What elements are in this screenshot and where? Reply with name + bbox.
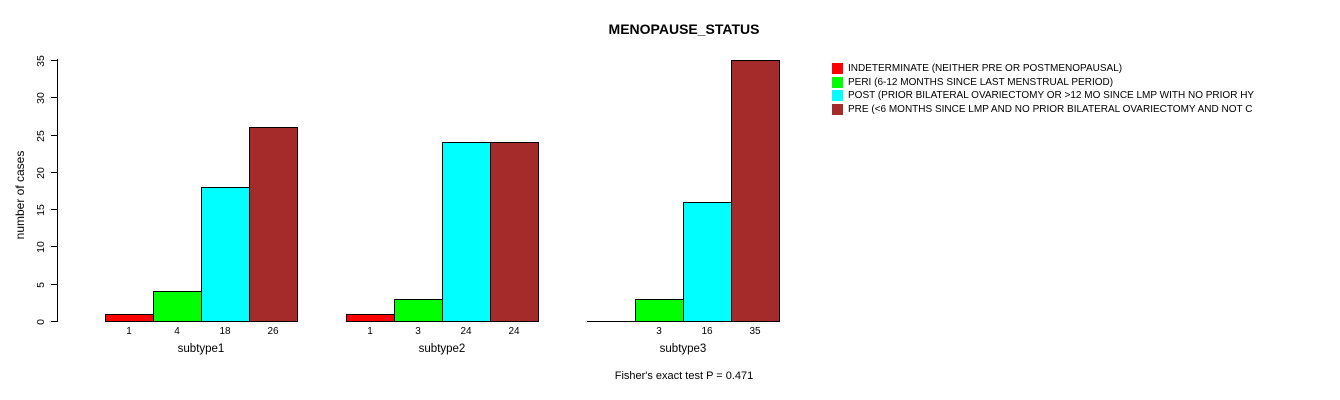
y-axis-tick <box>51 246 57 247</box>
category-label-subtype3: subtype3 <box>659 343 707 355</box>
bar-subtype3-indeterminate-zero <box>587 321 636 322</box>
legend-swatch-post <box>832 90 843 102</box>
legend-swatch-indeterminate <box>832 63 843 75</box>
bar-value-label: 4 <box>174 326 180 337</box>
y-axis-tick-label: 10 <box>35 240 47 253</box>
legend-label: PRE (<6 MONTHS SINCE LMP AND NO PRIOR BI… <box>848 103 1253 115</box>
legend-label: POST (PRIOR BILATERAL OVARIECTOMY OR >12… <box>848 90 1255 102</box>
y-axis-tick-label: 30 <box>35 91 47 104</box>
y-axis-tick-label: 0 <box>35 318 47 325</box>
bar-value-label: 1 <box>367 326 373 337</box>
category-label-subtype1: subtype1 <box>177 343 225 355</box>
y-axis-tick-label: 35 <box>35 54 47 67</box>
legend-item-indeterminate: INDETERMINATE (NEITHER PRE OR POSTMENOPA… <box>832 62 1254 76</box>
y-axis-tick <box>51 209 57 210</box>
legend-item-pre: PRE (<6 MONTHS SINCE LMP AND NO PRIOR BI… <box>832 103 1254 117</box>
legend-item-peri: PERI (6-12 MONTHS SINCE LAST MENSTRUAL P… <box>832 76 1254 90</box>
bar-subtype3-pre <box>731 60 780 322</box>
bar-value-label: 26 <box>267 326 279 337</box>
bar-value-label: 24 <box>460 326 472 337</box>
legend-label: INDETERMINATE (NEITHER PRE OR POSTMENOPA… <box>848 63 1123 75</box>
bar-subtype2-pre <box>490 142 539 322</box>
legend-label: PERI (6-12 MONTHS SINCE LAST MENSTRUAL P… <box>848 76 1114 88</box>
y-axis-line <box>57 59 58 322</box>
bar-subtype3-post <box>683 201 732 322</box>
bar-subtype2-peri <box>394 298 443 322</box>
bar-value-label: 3 <box>415 326 421 337</box>
bar-value-label: 24 <box>508 326 520 337</box>
bar-subtype1-indeterminate <box>105 313 154 322</box>
bar-value-label: 35 <box>749 326 761 337</box>
y-axis-tick <box>51 97 57 98</box>
bar-subtype1-peri <box>153 291 202 322</box>
legend-item-post: POST (PRIOR BILATERAL OVARIECTOMY OR >12… <box>832 89 1254 103</box>
y-axis-tick-label: 5 <box>35 281 47 288</box>
bar-value-label: 18 <box>219 326 231 337</box>
y-axis-tick-label: 20 <box>35 166 47 179</box>
y-axis-tick <box>51 60 57 61</box>
category-label-subtype2: subtype2 <box>418 343 466 355</box>
bar-subtype1-post <box>201 186 250 322</box>
y-axis-tick <box>51 135 57 136</box>
bar-value-label: 16 <box>701 326 713 337</box>
y-axis-tick <box>51 172 57 173</box>
bar-value-label: 1 <box>126 326 132 337</box>
legend-swatch-pre <box>832 103 843 115</box>
footnote-fisher-test: Fisher's exact test P = 0.471 <box>614 370 754 382</box>
legend-swatch-peri <box>832 76 843 88</box>
legend: INDETERMINATE (NEITHER PRE OR POSTMENOPA… <box>832 62 1254 116</box>
chart-title: MENOPAUSE_STATUS <box>608 21 760 37</box>
bar-subtype1-pre <box>249 127 298 322</box>
y-axis-tick-label: 15 <box>35 203 47 216</box>
bar-subtype2-post <box>442 142 491 322</box>
y-axis-tick-label: 25 <box>35 129 47 142</box>
bar-value-label: 3 <box>656 326 662 337</box>
y-axis-tick <box>51 321 57 322</box>
bar-subtype2-indeterminate <box>346 313 395 322</box>
y-axis-tick <box>51 284 57 285</box>
y-axis-label: number of cases <box>13 150 27 240</box>
bar-subtype3-peri <box>635 298 684 322</box>
